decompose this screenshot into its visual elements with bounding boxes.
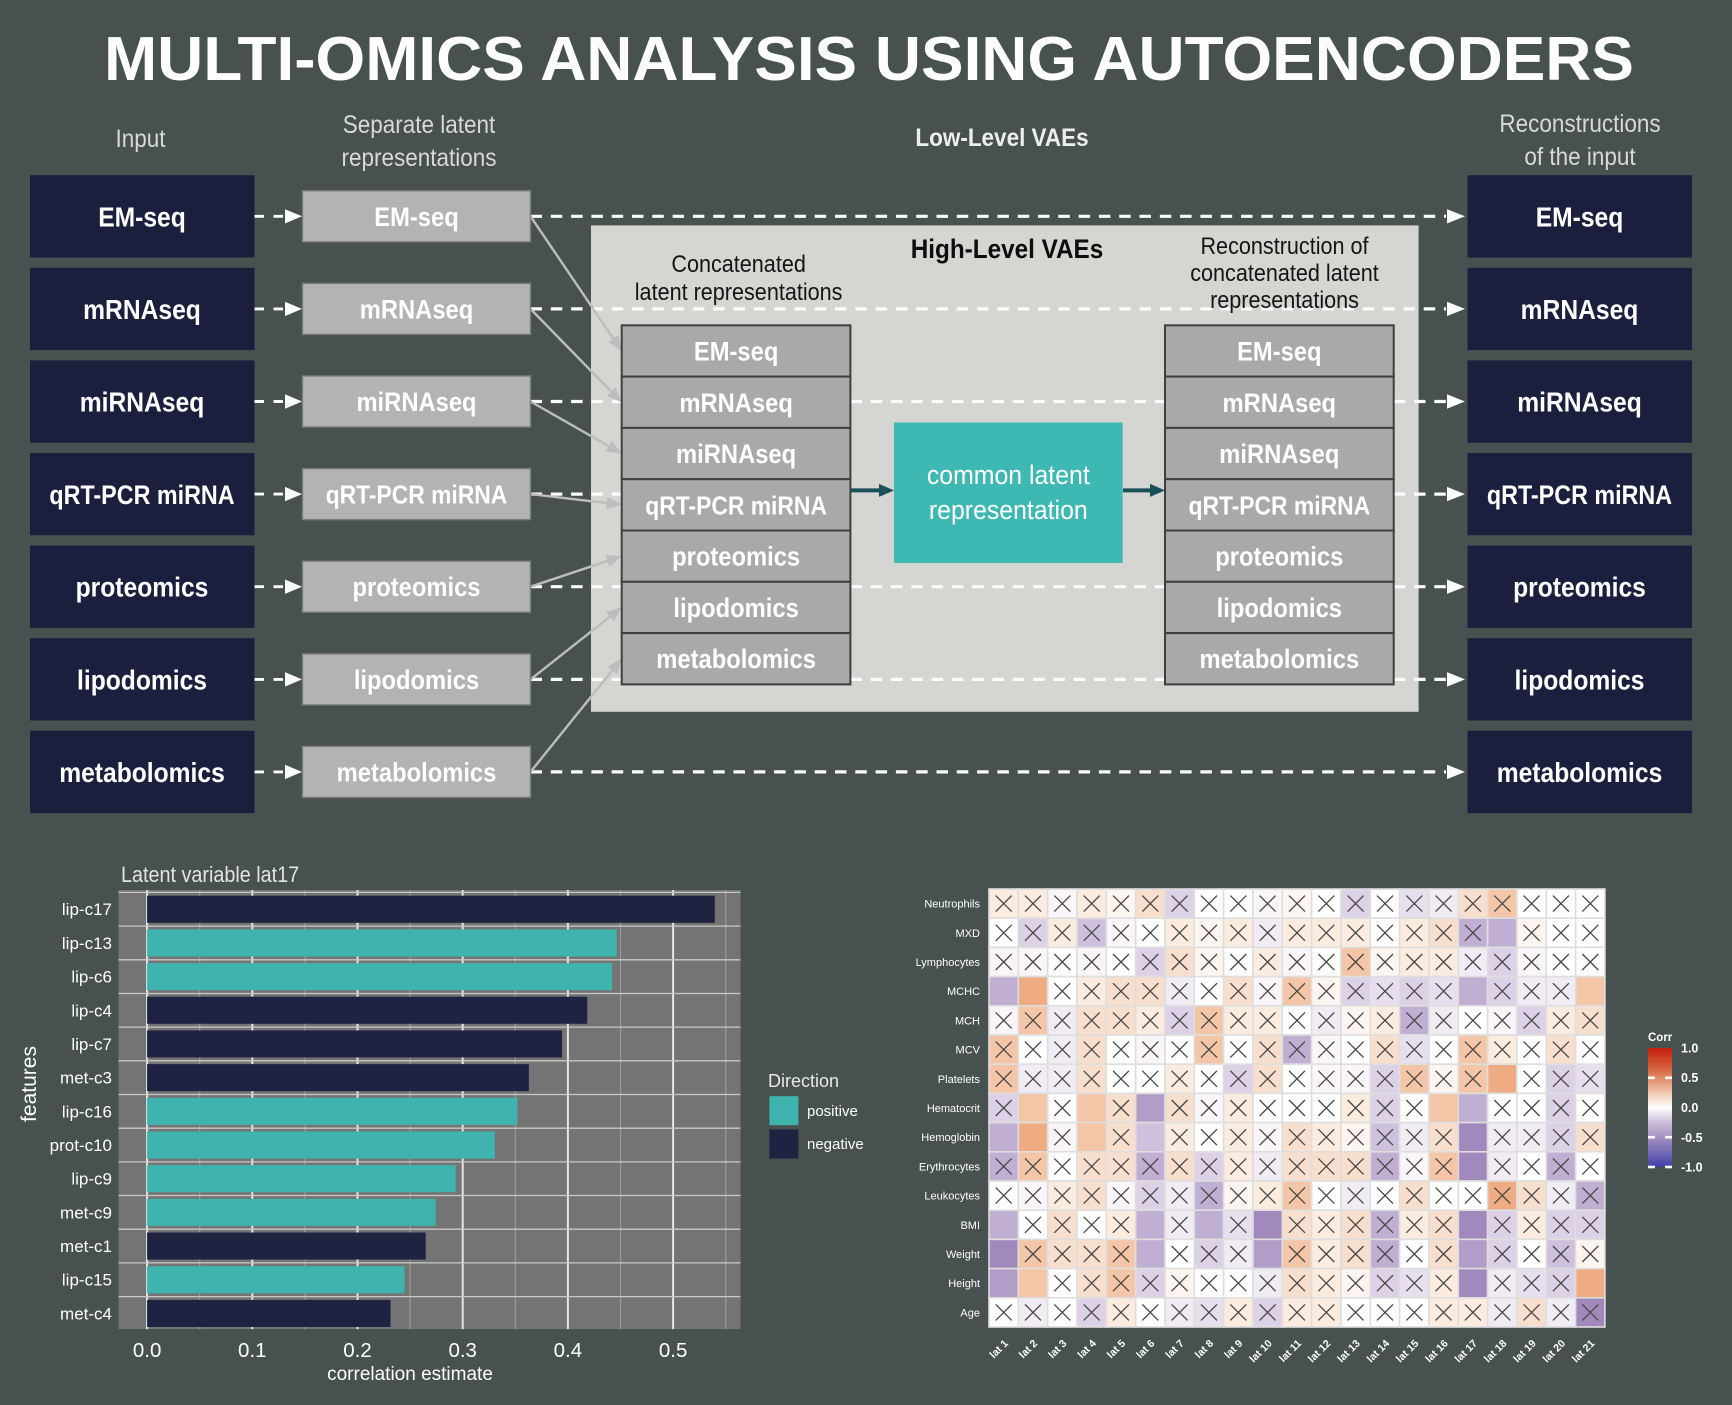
svg-text:0.0: 0.0 [1681, 1101, 1698, 1115]
svg-text:Corr: Corr [1648, 1032, 1673, 1044]
svg-text:lip-c7: lip-c7 [71, 1035, 112, 1054]
svg-text:-0.5: -0.5 [1681, 1131, 1703, 1145]
svg-text:MCHC: MCHC [947, 986, 980, 998]
svg-text:qRT-PCR miRNA: qRT-PCR miRNA [49, 481, 234, 511]
svg-text:MULTI-OMICS ANALYSIS USING AUT: MULTI-OMICS ANALYSIS USING AUTOENCODERS [104, 25, 1634, 94]
svg-text:proteomics: proteomics [1215, 542, 1343, 572]
svg-text:qRT-PCR miRNA: qRT-PCR miRNA [326, 481, 508, 510]
svg-text:Reconstructions: Reconstructions [1499, 110, 1660, 138]
svg-text:miRNAseq: miRNAseq [356, 388, 476, 418]
svg-text:latent representations: latent representations [635, 278, 843, 305]
svg-text:representation: representation [929, 496, 1088, 525]
svg-text:High-Level VAEs: High-Level VAEs [911, 235, 1104, 264]
svg-text:proteomics: proteomics [1513, 571, 1646, 603]
svg-text:EM-seq: EM-seq [98, 201, 186, 233]
svg-text:EM-seq: EM-seq [374, 202, 458, 232]
svg-text:of the input: of the input [1524, 143, 1636, 171]
svg-text:proteomics: proteomics [672, 542, 800, 572]
svg-text:-1.0: -1.0 [1681, 1161, 1703, 1175]
svg-text:lip-c9: lip-c9 [71, 1170, 112, 1189]
svg-text:lip-c17: lip-c17 [62, 900, 112, 919]
svg-text:EM-seq: EM-seq [694, 337, 778, 367]
svg-text:lip-c6: lip-c6 [71, 968, 112, 987]
svg-text:met-c9: met-c9 [60, 1203, 112, 1222]
svg-text:representations: representations [342, 144, 497, 172]
svg-text:common latent: common latent [927, 461, 1091, 490]
svg-text:MXD: MXD [956, 928, 981, 940]
svg-text:Direction: Direction [768, 1071, 839, 1091]
svg-text:proteomics: proteomics [352, 573, 480, 603]
svg-text:Leukocytes: Leukocytes [924, 1191, 980, 1203]
svg-text:lipodomics: lipodomics [673, 594, 798, 624]
svg-text:positive: positive [807, 1103, 858, 1120]
svg-text:miRNAseq: miRNAseq [676, 440, 796, 470]
svg-text:0.5: 0.5 [659, 1339, 688, 1362]
svg-text:lip-c4: lip-c4 [71, 1001, 112, 1020]
svg-text:Erythrocytes: Erythrocytes [919, 1161, 981, 1173]
svg-text:0.2: 0.2 [343, 1339, 372, 1362]
svg-text:lip-c16: lip-c16 [62, 1102, 112, 1121]
svg-text:EM-seq: EM-seq [1237, 337, 1321, 367]
svg-text:mRNAseq: mRNAseq [1223, 388, 1337, 418]
svg-text:EM-seq: EM-seq [1536, 201, 1624, 233]
svg-text:MCV: MCV [956, 1045, 981, 1057]
svg-text:Neutrophils: Neutrophils [924, 899, 980, 911]
svg-text:qRT-PCR miRNA: qRT-PCR miRNA [1487, 481, 1672, 511]
svg-text:0.0: 0.0 [133, 1339, 162, 1362]
svg-text:Input: Input [115, 125, 165, 153]
svg-text:Hemoglobin: Hemoglobin [921, 1132, 980, 1144]
svg-text:Height: Height [948, 1278, 980, 1290]
svg-text:negative: negative [807, 1136, 864, 1153]
svg-text:Age: Age [960, 1307, 980, 1319]
svg-text:lipodomics: lipodomics [354, 666, 479, 696]
svg-text:0.4: 0.4 [554, 1339, 583, 1362]
svg-text:met-c3: met-c3 [60, 1069, 112, 1088]
svg-text:Concatenated: Concatenated [671, 250, 805, 277]
svg-text:correlation estimate: correlation estimate [327, 1364, 493, 1385]
svg-text:representations: representations [1210, 286, 1359, 313]
svg-text:metabolomics: metabolomics [1497, 756, 1663, 788]
svg-text:lip-c13: lip-c13 [62, 934, 112, 953]
svg-text:lipodomics: lipodomics [77, 664, 207, 696]
svg-text:Reconstruction of: Reconstruction of [1200, 232, 1369, 259]
svg-text:Lymphocytes: Lymphocytes [916, 957, 981, 969]
svg-text:lip-c15: lip-c15 [62, 1271, 112, 1290]
svg-text:mRNAseq: mRNAseq [83, 293, 201, 325]
svg-text:mRNAseq: mRNAseq [679, 388, 793, 418]
svg-text:miRNAseq: miRNAseq [1219, 440, 1339, 470]
svg-text:Platelets: Platelets [938, 1074, 981, 1086]
svg-text:concatenated latent: concatenated latent [1190, 259, 1379, 286]
svg-text:qRT-PCR miRNA: qRT-PCR miRNA [645, 492, 827, 521]
svg-text:miRNAseq: miRNAseq [80, 386, 205, 418]
svg-text:miRNAseq: miRNAseq [1517, 386, 1642, 418]
svg-text:met-c4: met-c4 [60, 1304, 112, 1323]
svg-text:met-c1: met-c1 [60, 1237, 112, 1256]
svg-text:metabolomics: metabolomics [337, 758, 497, 788]
svg-text:lipodomics: lipodomics [1515, 664, 1645, 696]
svg-text:0.5: 0.5 [1681, 1071, 1698, 1085]
svg-text:1.0: 1.0 [1681, 1042, 1698, 1056]
svg-text:mRNAseq: mRNAseq [360, 295, 474, 325]
svg-text:MCH: MCH [955, 1015, 980, 1027]
svg-text:0.3: 0.3 [448, 1339, 477, 1362]
svg-text:metabolomics: metabolomics [1199, 645, 1359, 675]
svg-text:Weight: Weight [946, 1249, 980, 1261]
svg-text:Latent variable lat17: Latent variable lat17 [121, 863, 299, 887]
svg-text:proteomics: proteomics [76, 571, 209, 603]
svg-text:metabolomics: metabolomics [59, 756, 225, 788]
svg-text:qRT-PCR miRNA: qRT-PCR miRNA [1188, 492, 1370, 521]
svg-text:metabolomics: metabolomics [656, 645, 816, 675]
svg-text:mRNAseq: mRNAseq [1521, 293, 1639, 325]
svg-text:Low-Level VAEs: Low-Level VAEs [915, 124, 1088, 152]
svg-text:0.1: 0.1 [238, 1339, 267, 1362]
svg-text:BMI: BMI [960, 1220, 980, 1232]
svg-text:features: features [18, 1046, 41, 1122]
svg-text:Hematocrit: Hematocrit [927, 1103, 980, 1115]
svg-text:prot-c10: prot-c10 [50, 1136, 112, 1155]
svg-text:Separate latent: Separate latent [343, 111, 496, 139]
svg-text:lipodomics: lipodomics [1217, 594, 1342, 624]
